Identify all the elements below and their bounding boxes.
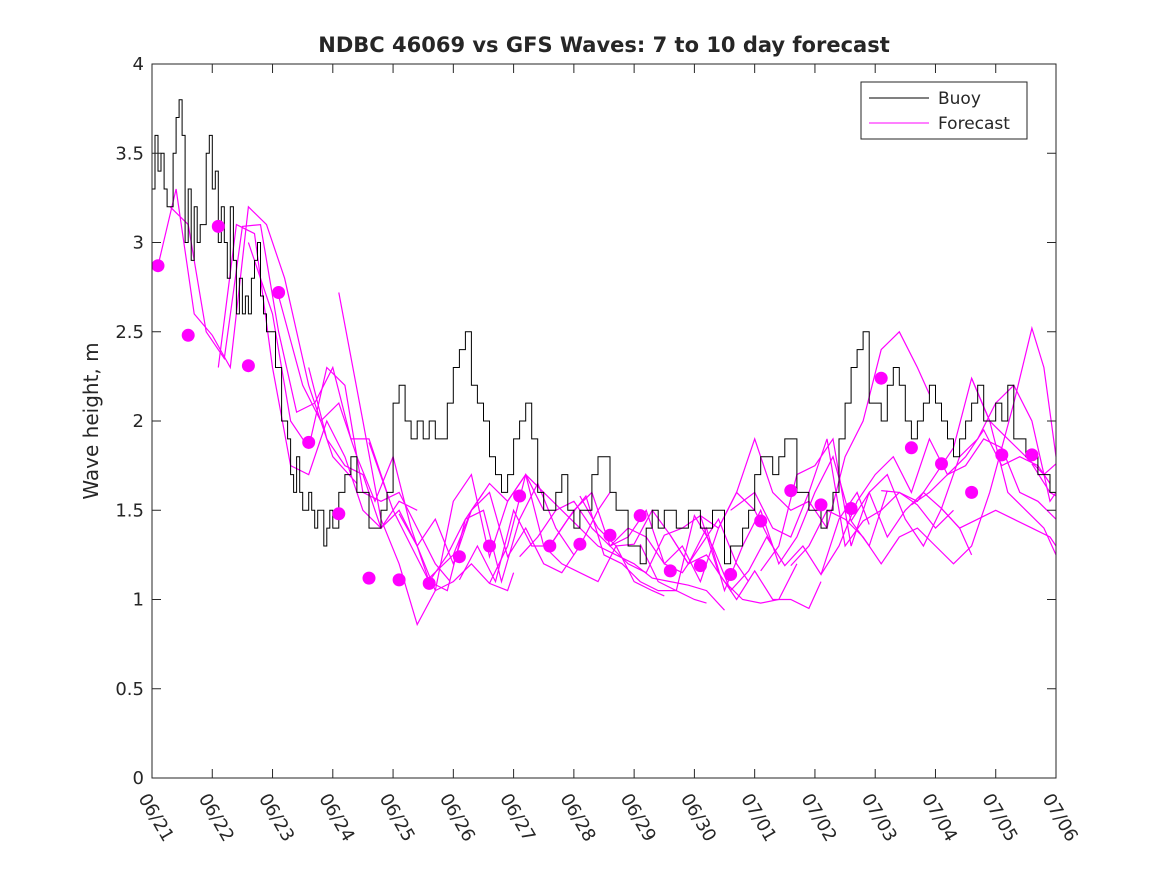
legend-box <box>860 81 1028 140</box>
forecast-point-20 <box>754 514 768 528</box>
forecast-line-26 <box>941 508 1057 547</box>
forecast-line-24 <box>881 376 1057 503</box>
y-axis-label: Wave height, m <box>79 342 103 499</box>
forecast-line-12 <box>519 500 750 582</box>
forecast-point-1 <box>181 328 195 342</box>
forecast-point-11 <box>483 539 496 553</box>
forecast-point-28 <box>995 448 1009 462</box>
x-tick-label-0: 06/21 <box>134 790 178 845</box>
forecast-line-11 <box>488 473 725 611</box>
forecast-point-8 <box>392 573 406 587</box>
forecast-point-18 <box>693 559 707 573</box>
legend-label-1: Forecast <box>938 114 1010 134</box>
forecast-point-0 <box>151 259 165 273</box>
forecast-line-18 <box>700 330 930 530</box>
x-tick-label-8: 06/29 <box>616 790 660 845</box>
forecast-line-29 <box>1031 463 1057 497</box>
forecast-line-0 <box>157 188 358 484</box>
x-tick-label-2: 06/23 <box>254 790 298 845</box>
y-tick-label-3: 1.5 <box>115 500 144 521</box>
forecast-line-28 <box>1001 325 1057 457</box>
x-tick-label-1: 06/22 <box>194 790 238 845</box>
forecast-point-2 <box>211 219 225 233</box>
x-tick-label-10: 07/01 <box>736 790 780 845</box>
x-tick-label-15: 07/06 <box>1038 790 1082 845</box>
forecast-point-21 <box>784 484 798 498</box>
y-tick-label-0: 0 <box>133 768 144 789</box>
forecast-point-27 <box>965 485 979 499</box>
forecast-point-25 <box>904 441 918 455</box>
x-tick-label-12: 07/03 <box>857 790 901 845</box>
forecast-point-23 <box>844 502 858 515</box>
forecast-line-23 <box>850 384 1057 539</box>
forecast-line-25 <box>911 438 1057 520</box>
legend-label-0: Buoy <box>938 89 981 109</box>
forecast-point-5 <box>302 435 316 449</box>
x-tick-label-6: 06/27 <box>495 790 539 845</box>
x-tick-label-3: 06/24 <box>314 790 358 845</box>
y-tick-label-7: 3.5 <box>115 143 144 164</box>
forecast-point-15 <box>603 528 617 542</box>
forecast-line-2 <box>217 223 418 530</box>
forecast-line-3 <box>247 242 451 582</box>
x-tick-label-9: 06/30 <box>676 790 720 845</box>
forecast-point-19 <box>724 568 738 581</box>
forecast-line-19 <box>730 438 954 548</box>
x-tick-label-11: 07/02 <box>797 790 841 845</box>
forecast-point-26 <box>935 457 948 471</box>
legend: Buoy Forecast <box>860 81 1028 140</box>
forecast-point-14 <box>573 537 587 551</box>
forecast-point-24 <box>874 371 888 385</box>
forecast-line-4 <box>278 295 484 592</box>
y-tick-label-6: 3 <box>133 233 144 254</box>
forecast-point-16 <box>633 509 647 523</box>
forecast-point-29 <box>1025 448 1039 462</box>
plot-area <box>151 99 1057 627</box>
forecast-point-17 <box>663 564 677 578</box>
x-tick-label-13: 07/04 <box>917 790 961 845</box>
chart-title: NDBC 46069 vs GFS Waves: 7 to 10 day for… <box>318 33 889 57</box>
x-tick-label-5: 06/26 <box>435 790 479 845</box>
y-tick-label-4: 2 <box>133 411 144 432</box>
forecast-point-3 <box>241 359 255 373</box>
forecast-line-16 <box>639 491 870 592</box>
x-tick-label-14: 07/05 <box>977 790 1021 845</box>
forecast-point-10 <box>452 550 466 564</box>
forecast-point-13 <box>543 539 557 553</box>
y-tick-label-2: 1 <box>133 590 144 611</box>
axes: 0 0.5 1 1.5 2 2.5 3 3.5 4 06/21 06/22 06/23 06/24 06/… <box>115 54 1081 845</box>
x-tick-label-4: 06/25 <box>375 790 419 845</box>
y-tick-label-1: 0.5 <box>115 679 144 700</box>
y-tick-label-5: 2.5 <box>115 322 144 343</box>
forecast-line-27 <box>971 377 1057 556</box>
y-tick-label-8: 4 <box>133 54 144 75</box>
forecast-point-12 <box>513 489 527 503</box>
forecast-line-7 <box>368 442 575 584</box>
forecast-point-4 <box>272 286 286 299</box>
forecast-point-7 <box>362 571 376 585</box>
buoy-line <box>152 99 1057 565</box>
forecast-line-9 <box>428 473 665 597</box>
forecast-line-15 <box>609 514 822 610</box>
forecast-line-22 <box>820 428 1051 575</box>
forecast-point-22 <box>814 498 828 512</box>
forecast-point-9 <box>422 576 436 590</box>
forecast-point-6 <box>332 507 346 521</box>
x-tick-label-7: 06/28 <box>556 790 600 845</box>
forecast-line-8 <box>398 491 611 574</box>
